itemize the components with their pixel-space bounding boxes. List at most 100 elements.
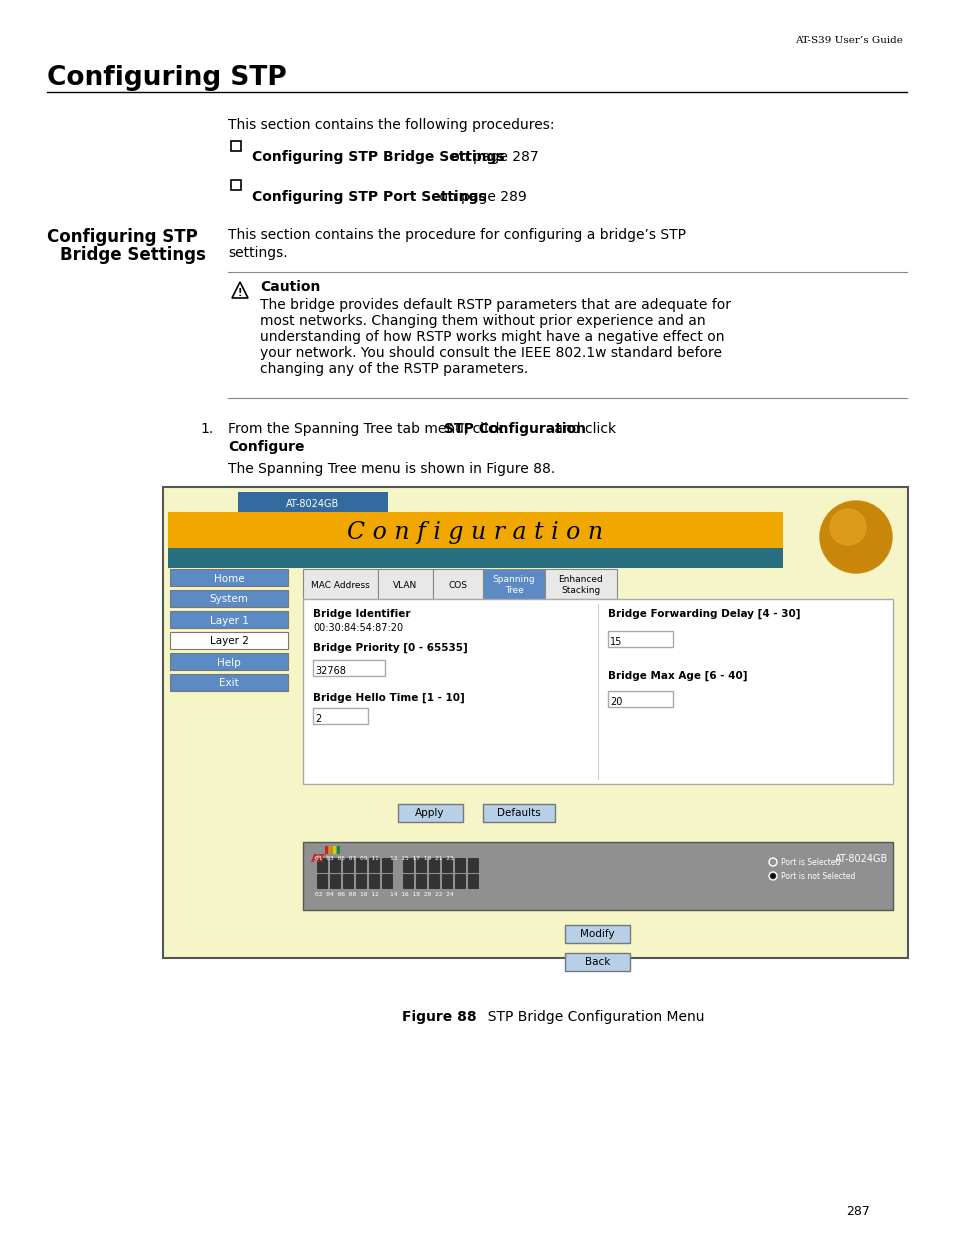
Text: Modify: Modify [579,929,614,939]
Text: Spanning
Tree: Spanning Tree [492,576,535,595]
Bar [303,599,892,784]
Bar [455,858,464,872]
Text: .: . [283,440,288,454]
Text: !: ! [237,288,242,298]
Text: Bridge Identifier: Bridge Identifier [313,609,410,619]
Bar [416,874,426,888]
Bar [170,674,288,692]
Bar [565,953,630,971]
Bar [455,874,464,888]
Text: The bridge provides default RSTP parameters that are adequate for: The bridge provides default RSTP paramet… [260,298,730,312]
Text: Configuring STP: Configuring STP [47,65,287,91]
Bar [402,874,413,888]
Text: COS: COS [448,580,467,589]
Bar [369,858,378,872]
Text: on page 287: on page 287 [447,149,538,164]
Bar [163,487,907,958]
Text: Configuring STP: Configuring STP [47,228,197,246]
Text: Figure 88: Figure 88 [402,1010,476,1024]
Bar [231,180,241,190]
Bar [416,858,426,872]
Text: AT-S39 User’s Guide: AT-S39 User’s Guide [794,36,902,44]
Text: C o n f i g u r a t i o n: C o n f i g u r a t i o n [347,521,603,545]
Bar [170,632,288,650]
Text: Layer 1: Layer 1 [210,615,248,625]
Bar [429,874,438,888]
Bar [325,846,328,853]
Text: 01 03 05 07 09 11   13 15 17 19 21 23: 01 03 05 07 09 11 13 15 17 19 21 23 [314,856,454,861]
Bar [316,874,327,888]
Text: 20: 20 [609,697,621,706]
Bar [329,846,332,853]
Bar [231,141,241,151]
Text: understanding of how RSTP works might have a negative effect on: understanding of how RSTP works might ha… [260,330,723,345]
Text: Port is not Selected: Port is not Selected [781,872,855,881]
Text: 32768: 32768 [314,666,346,676]
Bar [343,874,353,888]
Text: Bridge Max Age [6 - 40]: Bridge Max Age [6 - 40] [607,671,747,682]
Bar [402,858,413,872]
Text: AT: AT [311,853,326,864]
Text: Configuring STP Bridge Settings: Configuring STP Bridge Settings [252,149,504,164]
Text: Bridge Forwarding Delay [4 - 30]: Bridge Forwarding Delay [4 - 30] [607,609,800,619]
Text: most networks. Changing them without prior experience and an: most networks. Changing them without pri… [260,314,705,329]
Text: Back: Back [584,957,610,967]
Text: 15: 15 [609,637,621,647]
Bar [607,631,672,647]
Bar [468,858,477,872]
Bar [336,846,339,853]
Bar [397,804,462,823]
Bar [303,569,377,599]
Text: STP Configuration: STP Configuration [444,422,586,436]
Bar [170,611,288,629]
Circle shape [770,874,774,878]
Text: 287: 287 [845,1205,869,1218]
Bar [381,858,392,872]
Text: This section contains the procedure for configuring a bridge’s STP: This section contains the procedure for … [228,228,685,242]
Text: STP Bridge Configuration Menu: STP Bridge Configuration Menu [478,1010,703,1024]
Bar [369,874,378,888]
Text: System: System [210,594,248,604]
Text: settings.: settings. [228,246,287,261]
Bar [303,842,892,910]
Text: This section contains the following procedures:: This section contains the following proc… [228,119,554,132]
Bar [482,804,555,823]
Text: Enhanced
Stacking: Enhanced Stacking [558,576,602,595]
Circle shape [820,501,891,573]
Text: 02 04 06 08 10 12   14 16 18 20 22 24: 02 04 06 08 10 12 14 16 18 20 22 24 [314,892,454,897]
Bar [607,692,672,706]
Bar [168,513,782,548]
Bar [333,846,335,853]
Text: MAC Address: MAC Address [311,580,370,589]
Bar [330,858,339,872]
Text: 2: 2 [314,714,321,724]
Bar [377,569,433,599]
Bar [170,590,288,606]
Text: Apply: Apply [415,808,444,818]
Bar [355,874,366,888]
Bar [429,858,438,872]
Bar [330,874,339,888]
Bar [482,569,544,599]
Text: AT-8024GB: AT-8024GB [286,499,339,509]
Circle shape [768,872,776,881]
Bar [355,858,366,872]
Text: AT-8024GB: AT-8024GB [834,853,887,864]
Text: Configure: Configure [228,440,304,454]
Bar [316,858,327,872]
Text: 00:30:84:54:87:20: 00:30:84:54:87:20 [313,622,403,634]
Polygon shape [232,282,248,298]
Text: Port is Selected: Port is Selected [781,858,840,867]
Bar [544,569,617,599]
Text: Caution: Caution [260,280,320,294]
Text: VLAN: VLAN [393,580,417,589]
Text: on page 289: on page 289 [435,190,526,204]
Bar [170,569,288,585]
Bar [170,653,288,671]
Bar [168,548,782,568]
Text: and click: and click [549,422,616,436]
Bar [565,925,630,944]
Bar [433,569,482,599]
Bar [343,858,353,872]
Text: From the Spanning Tree tab menu, click: From the Spanning Tree tab menu, click [228,422,508,436]
